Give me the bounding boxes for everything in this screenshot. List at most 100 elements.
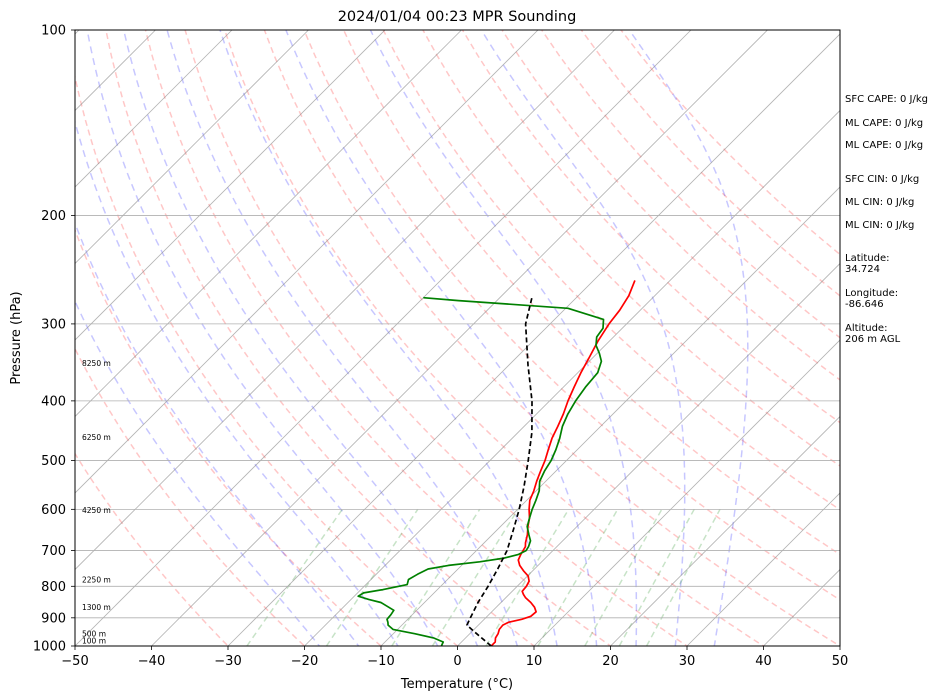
moist-adiabat-line <box>480 30 686 646</box>
y-tick-label: 300 <box>41 317 66 332</box>
height-label: 8250 m <box>82 359 111 368</box>
x-tick-label: 0 <box>453 654 461 669</box>
isotherm-line <box>75 30 309 265</box>
y-tick-label: 100 <box>41 24 66 39</box>
annotation-label: Altitude: <box>845 323 887 334</box>
isotherm-line <box>380 186 840 646</box>
x-axis-label: Temperature (°C) <box>400 677 513 692</box>
isotherm-line <box>151 30 768 646</box>
annotation-label: ML CAPE: 0 J/kg <box>845 118 923 129</box>
annotation-value: 206 m AGL <box>845 334 901 345</box>
x-tick-label: 30 <box>679 654 696 669</box>
dry-adiabat-line <box>75 452 230 646</box>
mixing-ratio-line <box>431 508 519 646</box>
moist-adiabat-line <box>369 30 638 646</box>
sounding-annotations: SFC CAPE: 0 J/kg ML CAPE: 0 J/kg ML CAPE: … <box>845 94 928 345</box>
isotherm-line <box>75 30 386 341</box>
mixing-ratio-line <box>537 508 619 646</box>
y-tick-label: 500 <box>41 454 66 469</box>
isotherm-line <box>0 30 3 646</box>
axis-ticks: −50 −40 −30 −20 −10 0 10 20 30 40 50 1000 900 800 700 6… <box>33 24 848 670</box>
mixing-ratio-line <box>618 508 695 646</box>
y-tick-label: 700 <box>41 544 66 559</box>
mixing-ratio-line <box>391 508 481 646</box>
isotherm-line <box>533 339 840 646</box>
isotherm-line <box>75 30 615 571</box>
annotation-label: ML CAPE: 0 J/kg <box>845 140 923 151</box>
isotherm-line <box>304 109 840 646</box>
mixing-ratio-line <box>584 508 663 646</box>
x-tick-label: 50 <box>832 654 849 669</box>
moist-adiabat-line <box>628 30 749 646</box>
dry-adiabat-line <box>422 30 840 467</box>
annotation-label: Latitude: <box>845 253 890 264</box>
x-tick-label: −20 <box>291 654 318 669</box>
height-label: 6250 m <box>82 433 111 442</box>
dry-adiabat-line <box>75 347 306 646</box>
chart-title: 2024/01/04 00:23 MPR Sounding <box>338 9 577 25</box>
x-tick-label: −50 <box>61 654 88 669</box>
mixing-ratio-line <box>325 508 419 646</box>
annotation-label: SFC CIN: 0 J/kg <box>845 174 919 185</box>
isotherm-line <box>75 30 692 646</box>
x-tick-label: 10 <box>526 654 543 669</box>
y-tick-label: 900 <box>41 611 66 626</box>
dry-adiabat-line <box>303 30 840 601</box>
y-tick-label: 200 <box>41 209 66 224</box>
y-tick-label: 400 <box>41 394 66 409</box>
mixing-ratio-line <box>485 508 570 646</box>
dry-adiabat-line <box>263 30 840 646</box>
y-tick-label: 600 <box>41 503 66 518</box>
annotation-value: -86.646 <box>845 299 884 310</box>
annotation-value: 34.724 <box>845 264 880 275</box>
dry-adiabat-line <box>75 228 383 646</box>
height-label: 500 m <box>82 630 106 639</box>
temperature-line <box>490 280 636 646</box>
height-label: 4250 m <box>82 506 111 515</box>
moist-adiabat-line <box>75 119 399 646</box>
height-label: 1300 m <box>82 603 111 612</box>
height-label: 100 m <box>82 637 106 646</box>
dry-adiabat-line <box>144 30 612 646</box>
plot-frame <box>74 29 841 647</box>
x-tick-label: 40 <box>755 654 772 669</box>
sounding-lines <box>357 280 636 646</box>
moist-adiabat-line <box>219 30 558 646</box>
moist-adiabat-line <box>122 30 479 646</box>
dry-adiabat-line <box>105 30 536 646</box>
annotation-label: ML CIN: 0 J/kg <box>845 220 914 231</box>
dry-adiabat-line <box>501 30 840 381</box>
annotation-label: SFC CAPE: 0 J/kg <box>845 94 928 105</box>
moist-adiabat-line <box>285 30 598 646</box>
mixing-ratio-line <box>246 508 343 646</box>
dry-adiabat-line <box>382 30 840 511</box>
moist-adiabat-line <box>166 30 519 646</box>
moist-adiabat-line <box>75 299 321 646</box>
x-tick-label: −10 <box>367 654 394 669</box>
annotation-label: Longitude: <box>845 288 898 299</box>
mixing-ratio-line <box>645 508 721 646</box>
x-tick-label: −30 <box>214 654 241 669</box>
y-tick-label: 1000 <box>33 640 66 655</box>
y-tick-label: 800 <box>41 580 66 595</box>
dry-adiabat-line <box>75 73 459 646</box>
x-tick-label: −40 <box>138 654 165 669</box>
isotherm-line <box>75 30 233 188</box>
isotherm-line <box>610 415 840 646</box>
isotherm-line <box>686 492 840 646</box>
x-tick-label: 20 <box>602 654 619 669</box>
moist-adiabat-line <box>86 30 439 646</box>
height-label: 2250 m <box>82 576 111 585</box>
isotherm-line <box>457 262 840 646</box>
isotherm-line <box>227 33 840 646</box>
background-lines <box>0 30 840 646</box>
isotherm-line <box>75 30 462 418</box>
moist-adiabat-line <box>75 221 360 646</box>
annotation-label: ML CIN: 0 J/kg <box>845 197 914 208</box>
dry-adiabat-line <box>461 30 840 424</box>
dewpoint-line <box>357 296 605 646</box>
isotherm-line <box>75 30 539 494</box>
y-axis-label: Pressure (hPa) <box>9 291 24 384</box>
